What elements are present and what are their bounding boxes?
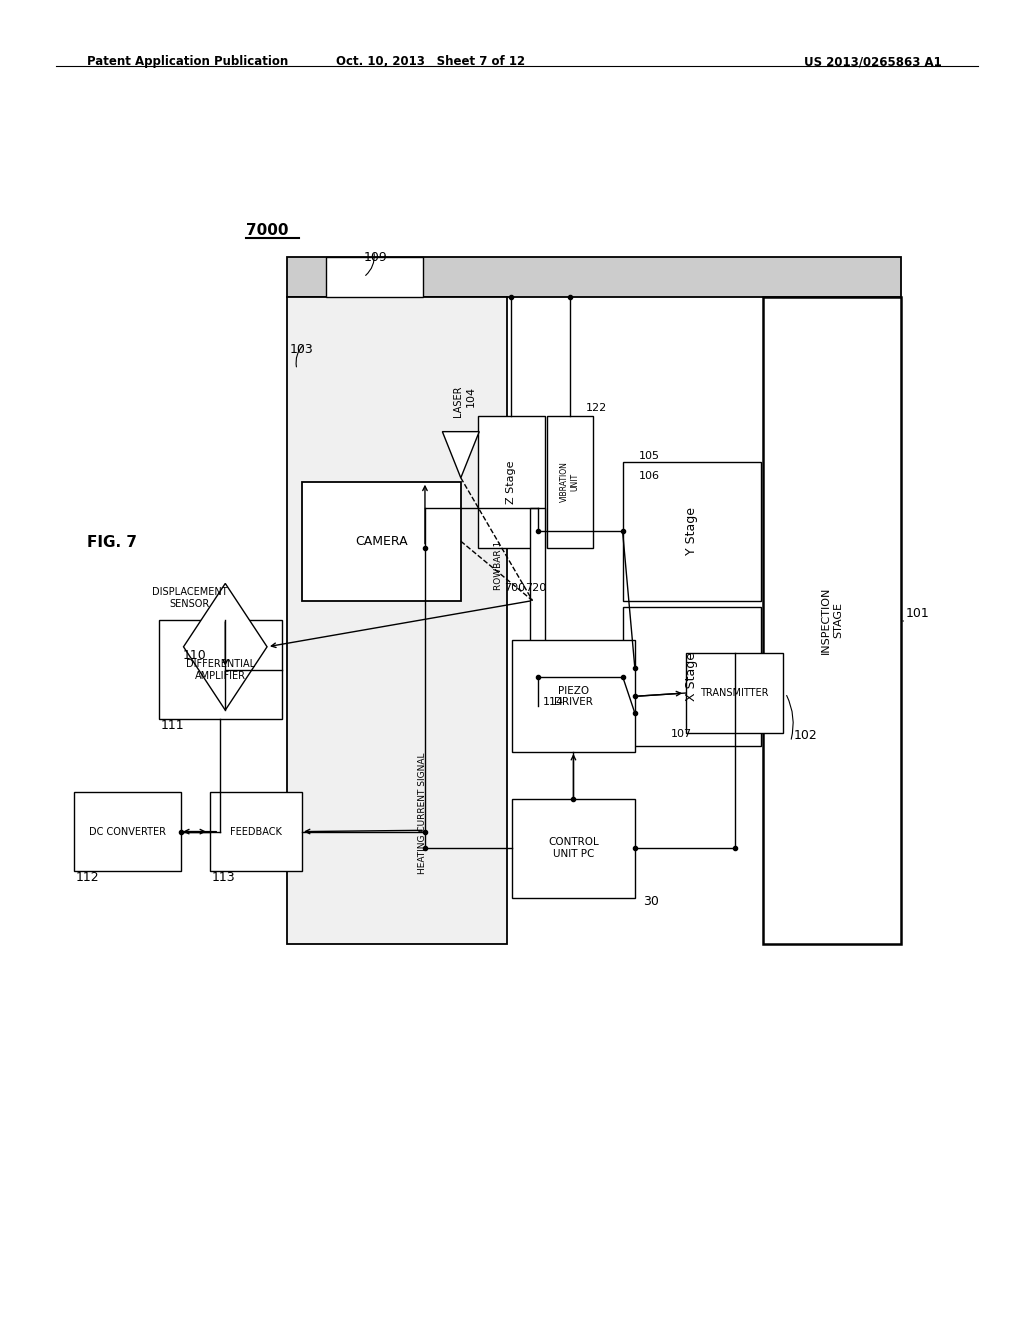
Text: 106: 106	[639, 471, 660, 482]
Text: INSPECTION
STAGE: INSPECTION STAGE	[821, 586, 843, 655]
Bar	[623, 607, 761, 746]
Bar	[159, 620, 282, 719]
Bar	[547, 416, 593, 548]
Bar	[326, 257, 423, 297]
Text: X Stage: X Stage	[685, 652, 698, 701]
Text: VIBRATION
UNIT: VIBRATION UNIT	[560, 462, 580, 502]
Bar	[287, 297, 507, 944]
Bar	[686, 653, 783, 733]
Text: Z Stage: Z Stage	[507, 461, 516, 503]
Text: 104: 104	[466, 385, 476, 407]
Text: FEEDBACK: FEEDBACK	[230, 826, 282, 837]
Polygon shape	[183, 583, 267, 710]
Bar	[512, 640, 635, 752]
Text: 700: 700	[504, 583, 525, 594]
Text: FIG. 7: FIG. 7	[87, 535, 137, 549]
Text: 105: 105	[639, 451, 660, 462]
Text: 107: 107	[671, 729, 692, 739]
Text: HEATING CURRENT SIGNAL: HEATING CURRENT SIGNAL	[418, 752, 427, 874]
Bar	[530, 508, 545, 693]
Text: US 2013/0265863 A1: US 2013/0265863 A1	[804, 55, 942, 69]
Text: TRANSMITTER: TRANSMITTER	[700, 688, 769, 698]
Bar	[302, 482, 461, 601]
Text: 122: 122	[586, 403, 607, 413]
Bar	[763, 297, 901, 944]
Text: LASER: LASER	[453, 385, 463, 417]
Text: 114: 114	[543, 697, 564, 708]
Text: 30: 30	[643, 895, 659, 908]
Text: 720: 720	[525, 583, 547, 594]
Text: Patent Application Publication: Patent Application Publication	[87, 55, 289, 69]
Bar	[478, 416, 545, 548]
Text: 112: 112	[76, 871, 99, 884]
Bar	[287, 257, 901, 297]
Bar	[74, 792, 181, 871]
Text: DC CONVERTER: DC CONVERTER	[89, 826, 166, 837]
Text: 113: 113	[212, 871, 236, 884]
Text: DISPLACEMENT
SENSOR: DISPLACEMENT SENSOR	[152, 587, 227, 609]
Text: 101: 101	[905, 607, 929, 620]
Text: Y Stage: Y Stage	[685, 507, 698, 556]
Text: ROWBAR 1: ROWBAR 1	[494, 541, 503, 590]
Bar	[512, 799, 635, 898]
Text: 7000: 7000	[246, 223, 289, 238]
Text: PIEZO
DRIVER: PIEZO DRIVER	[554, 685, 593, 708]
Text: 109: 109	[364, 251, 387, 264]
Text: 111: 111	[161, 719, 184, 733]
Text: CONTROL
UNIT PC: CONTROL UNIT PC	[548, 837, 599, 859]
Bar	[210, 792, 302, 871]
Text: DIFFERENTIAL
AMPLIFIER: DIFFERENTIAL AMPLIFIER	[185, 659, 255, 681]
Bar	[623, 462, 761, 601]
Text: 110: 110	[182, 649, 206, 663]
Polygon shape	[442, 432, 479, 478]
Text: CAMERA: CAMERA	[355, 535, 408, 548]
Text: 102: 102	[794, 729, 817, 742]
Text: Oct. 10, 2013 Sheet 7 of 12: Oct. 10, 2013 Sheet 7 of 12	[336, 55, 524, 69]
Text: 103: 103	[290, 343, 313, 356]
